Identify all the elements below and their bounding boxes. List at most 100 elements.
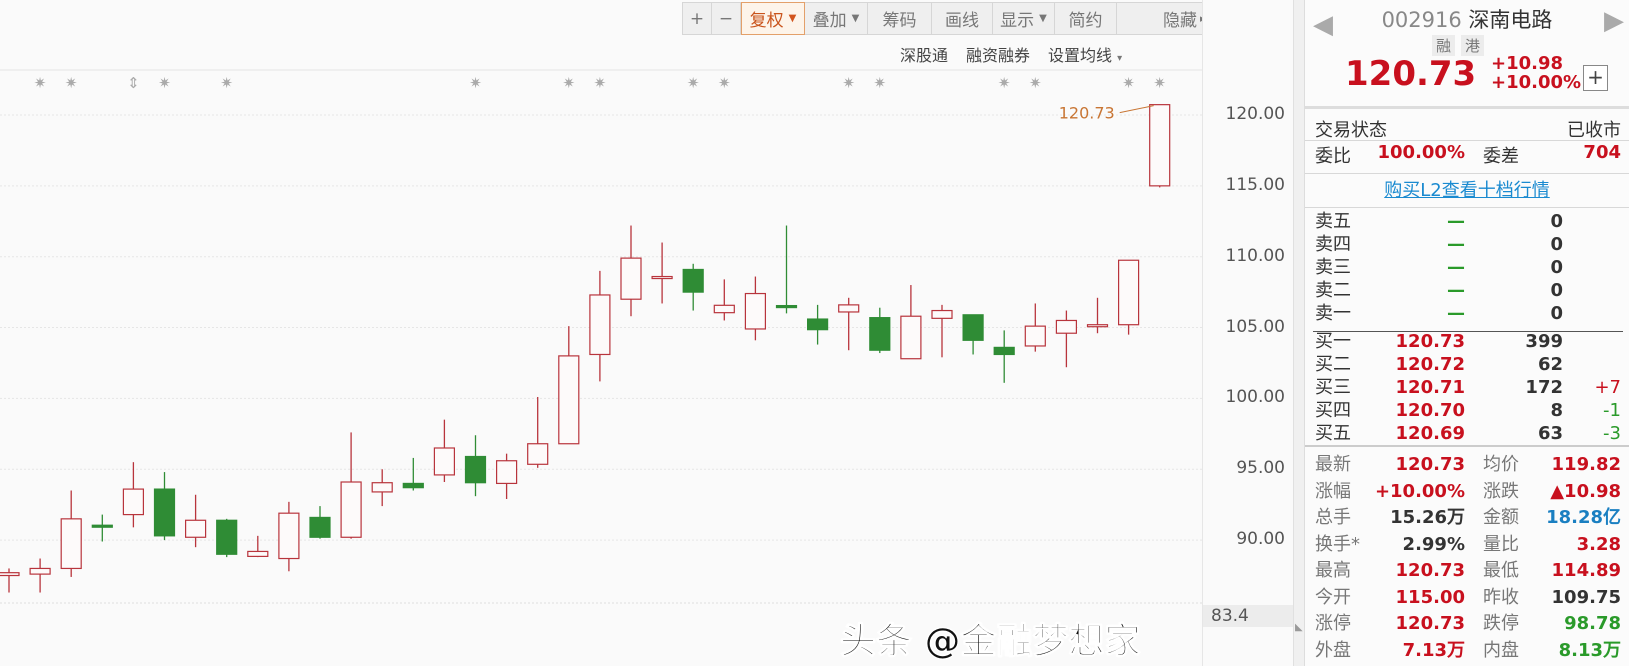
bid-delta: +7	[1594, 377, 1621, 398]
y-tick-label: 95.00	[1236, 458, 1285, 479]
ma-settings-dropdown[interactable]: 设置均线 ▾	[1048, 42, 1122, 66]
y-tick-label: 105.00	[1225, 316, 1285, 337]
stat-value: +10.00%	[1374, 480, 1465, 502]
stat-label: 换手*	[1315, 533, 1360, 555]
candlestick-chart[interactable]: ✷ ✷ ⇕ ✷ ✷ ✷ ✷ ✷ ✷ ✷ ✷ ✷ ✷ ✷ ✷ ✷ 120.73	[0, 0, 1202, 666]
plus-icon: +	[1587, 65, 1604, 89]
candle-up	[60, 518, 82, 570]
ask-price: —	[1447, 234, 1465, 255]
price-pointer-arrow	[1119, 105, 1154, 114]
y-tick-label: 100.00	[1225, 387, 1285, 408]
candle-down	[682, 268, 704, 293]
candle-up	[247, 550, 269, 557]
ask-price: —	[1447, 211, 1465, 232]
ask-volume: 0	[1550, 280, 1563, 301]
stat-value: 15.26万	[1390, 507, 1465, 528]
stock-code: 002916	[1381, 8, 1462, 32]
candle-up	[744, 292, 767, 330]
candle-down	[309, 516, 331, 538]
bid-price: 120.73	[1395, 331, 1465, 352]
plus-icon: +	[689, 8, 705, 29]
bid-price: 120.71	[1395, 377, 1465, 398]
stat-label: 总手	[1315, 507, 1351, 528]
candle-up	[838, 304, 860, 313]
divider	[1305, 173, 1629, 174]
change-percent: +10.00%	[1491, 72, 1582, 93]
star-marker-icon: ✷	[998, 74, 1011, 92]
star-marker-icon: ✷	[1153, 74, 1166, 92]
divider	[1305, 207, 1629, 208]
candle-up	[122, 488, 145, 516]
toolbar-button-5[interactable]: 简约	[1055, 2, 1117, 35]
toolbar-button-1[interactable]: 叠加 ▼	[805, 2, 868, 35]
star-marker-icon: ✷	[220, 74, 233, 92]
ask-label: 卖五	[1315, 211, 1351, 232]
margin-trading-link[interactable]: 融资融券	[966, 46, 1031, 65]
bid-diff-value: 704	[1583, 142, 1621, 163]
toolbar-button-label: 简约	[1068, 11, 1103, 31]
bid-delta: -1	[1603, 400, 1621, 421]
stat-value: 119.82	[1551, 454, 1621, 475]
toolbar-button-2[interactable]: 筹码	[868, 2, 932, 35]
stat-label: 昨收	[1483, 586, 1519, 608]
candle-up	[900, 315, 922, 360]
y-tick-label: 120.00	[1225, 104, 1285, 124]
bid-volume: 63	[1537, 423, 1563, 444]
collapse-arrow-icon[interactable]: ◣	[1295, 622, 1303, 633]
ask-price: —	[1447, 280, 1465, 301]
shenzhen-connect-link[interactable]: 深股通	[900, 46, 949, 65]
star-marker-icon: ✷	[718, 74, 731, 92]
toolbar-button-0[interactable]: 复权 ▼	[741, 2, 805, 35]
star-marker-icon: ✷	[1122, 74, 1135, 92]
candle-up	[620, 257, 642, 300]
ask-label: 卖四	[1315, 234, 1351, 255]
l2-purchase-link[interactable]: 购买L2查看十档行情	[1384, 180, 1550, 201]
stat-label: 量比	[1483, 533, 1519, 555]
star-marker-icon: ✷	[65, 74, 78, 92]
candle-up	[0, 572, 20, 577]
add-watchlist-button[interactable]: +	[1583, 65, 1608, 91]
stat-value: 115.00	[1395, 586, 1465, 608]
candle-up	[1086, 324, 1109, 328]
panel-divider[interactable]: ◣	[1293, 0, 1305, 666]
star-marker-icon: ✷	[1029, 74, 1042, 92]
stat-label: 均价	[1483, 454, 1519, 475]
stock-name: 深南电路	[1468, 8, 1553, 32]
prev-stock-arrow-icon[interactable]: ◀	[1313, 10, 1333, 40]
zoom-in-button[interactable]: +	[682, 2, 712, 35]
star-marker-icon: ✷	[563, 74, 576, 92]
stat-label: 金额	[1483, 507, 1519, 528]
price-change: +10.98 +10.00%	[1491, 54, 1581, 92]
stat-label: 最低	[1483, 560, 1519, 581]
bid-diff-label: 委差	[1483, 146, 1519, 167]
change-value: +10.98	[1491, 53, 1564, 74]
ask-price: —	[1447, 257, 1465, 278]
divider	[1305, 445, 1629, 447]
stat-value: 98.78	[1564, 613, 1621, 634]
candle-up	[29, 567, 51, 575]
ask-price: —	[1447, 303, 1465, 324]
bid-delta: -3	[1603, 423, 1621, 444]
divider	[1305, 140, 1629, 141]
bid-price: 120.72	[1395, 354, 1465, 375]
candle-up	[1024, 325, 1046, 347]
candle-up	[589, 294, 611, 356]
toolbar-button-label: 叠加	[812, 11, 847, 31]
bid-label: 买五	[1315, 423, 1351, 444]
star-marker-icon: ✷	[842, 74, 855, 92]
candle-up	[371, 482, 393, 493]
toolbar-button-4[interactable]: 显示 ▼	[993, 2, 1055, 35]
caret-down-icon: ▼	[788, 13, 797, 24]
stat-value: 2.99%	[1402, 533, 1465, 555]
zoom-out-button[interactable]: −	[712, 2, 741, 35]
axis-low-label: 83.4	[1203, 605, 1294, 627]
stock-title: 002916 深南电路	[1305, 4, 1629, 34]
next-stock-arrow-icon[interactable]: ▶	[1604, 6, 1624, 36]
stat-label: 外盘	[1315, 639, 1351, 661]
toolbar-button-label: 画线	[945, 11, 979, 31]
candle-up	[1055, 319, 1078, 334]
ask-volume: 0	[1550, 303, 1563, 324]
toolbar-button-3[interactable]: 画线	[932, 2, 993, 35]
candle-up	[651, 275, 673, 280]
star-marker-icon: ✷	[594, 74, 607, 92]
